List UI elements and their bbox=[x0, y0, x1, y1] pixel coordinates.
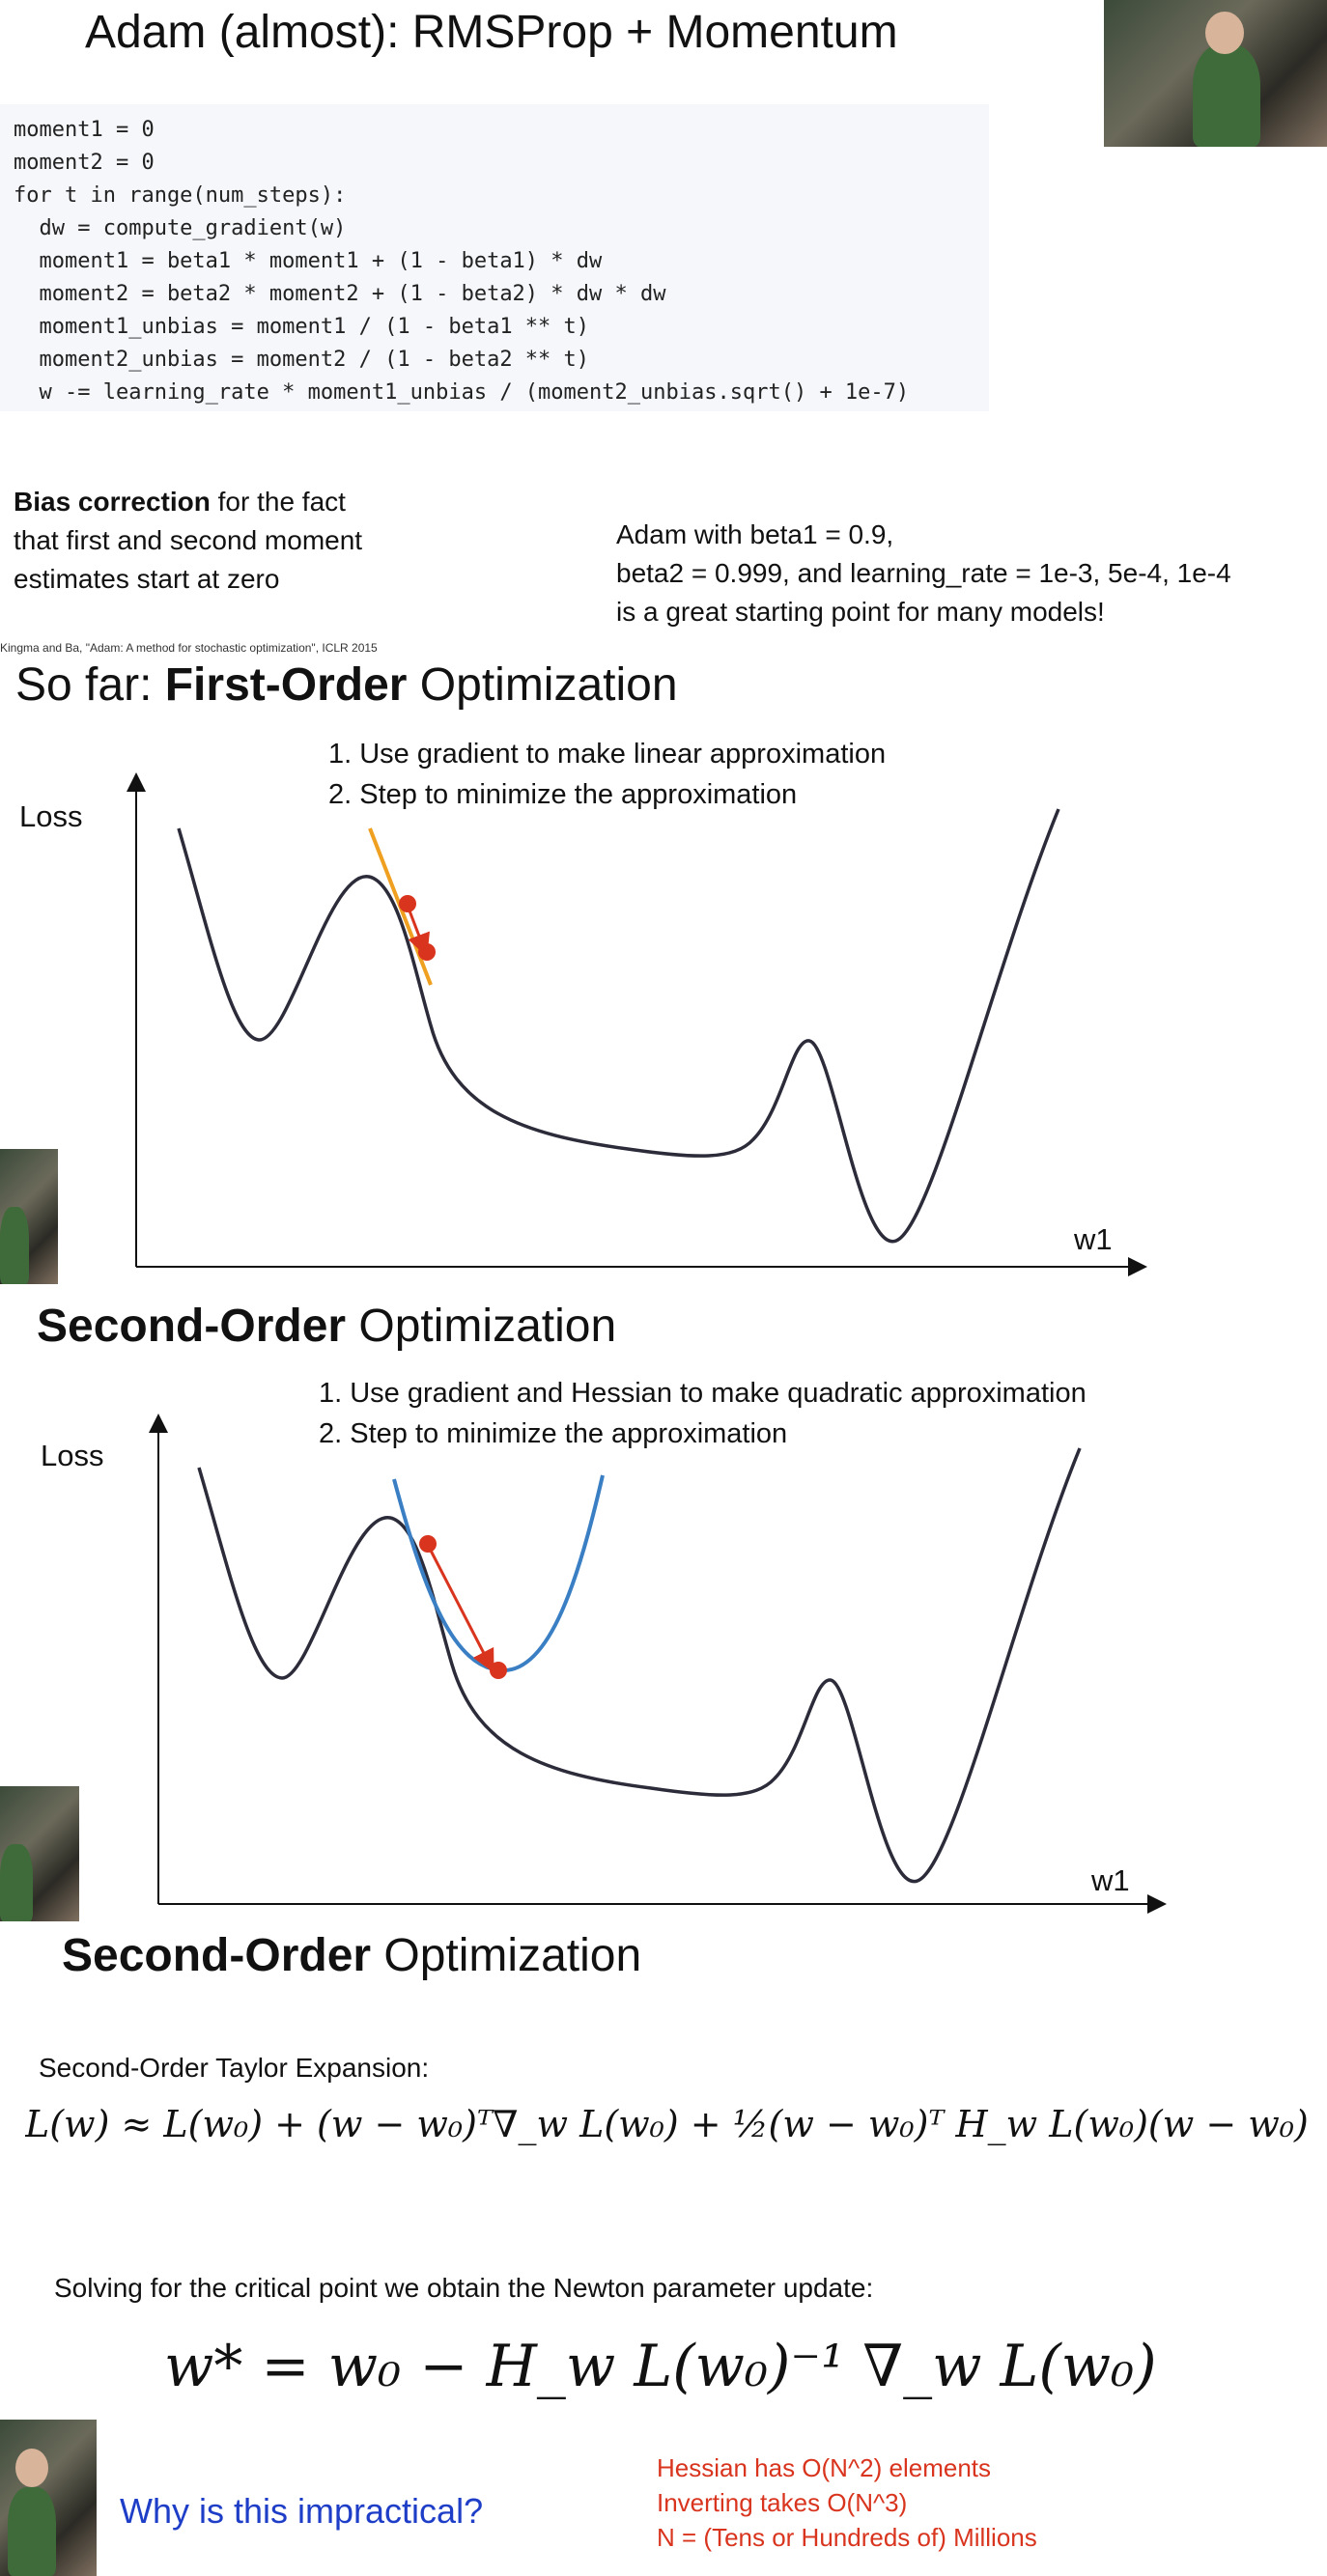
code-line: w -= learning_rate * moment1_unbias / (m… bbox=[14, 380, 910, 405]
speaker-head bbox=[1205, 12, 1244, 54]
code-line: for t in range(num_steps): bbox=[14, 183, 347, 208]
step-2: 2. Step to minimize the approximation bbox=[328, 779, 798, 810]
step-arrow bbox=[406, 905, 430, 958]
loss-curve-diagram bbox=[127, 772, 1147, 1276]
bias-correction-bold: Bias correction bbox=[14, 487, 211, 517]
code-line: moment2_unbias = moment2 / (1 - beta2 **… bbox=[14, 348, 590, 372]
x-axis-label: w1 bbox=[1074, 1222, 1113, 1256]
next-point bbox=[490, 1662, 507, 1679]
reason-1: Hessian has O(N^2) elements bbox=[657, 2453, 991, 2482]
slide-title: Adam (almost): RMSProp + Momentum bbox=[85, 7, 898, 58]
code-block: moment1 = 0 moment2 = 0 for t in range(num… bbox=[0, 104, 989, 411]
adam-line1: Adam with beta1 = 0.9, bbox=[616, 519, 894, 549]
speaker-body bbox=[8, 2487, 56, 2576]
speaker-video-thumbnail bbox=[0, 1149, 58, 1284]
taylor-formula: L(w) ≈ L(w₀) + (w − w₀)ᵀ∇_w L(w₀) + ½(w … bbox=[25, 2103, 1309, 2145]
code-line: moment2 = 0 bbox=[14, 151, 155, 175]
speaker-body bbox=[0, 1207, 29, 1284]
current-point bbox=[419, 1535, 437, 1553]
impractical-reasons: Hessian has O(N^2) elements Inverting ta… bbox=[657, 2450, 1037, 2555]
code-line: moment2 = beta2 * moment2 + (1 - beta2) … bbox=[14, 282, 666, 306]
next-point bbox=[418, 943, 436, 961]
newton-formula: w* = w₀ − H_w L(w₀)⁻¹ ∇_w L(w₀) bbox=[164, 2333, 1157, 2400]
bias-correction-line3: estimates start at zero bbox=[14, 564, 280, 594]
slide-title: So far: First-Order Optimization bbox=[15, 659, 678, 711]
code-line: dw = compute_gradient(w) bbox=[14, 216, 347, 240]
slide-second-order: Second-Order Optimization 1. Use gradien… bbox=[0, 1286, 1327, 1923]
step-1: 1. Use gradient and Hessian to make quad… bbox=[319, 1378, 1087, 1409]
speaker-video-thumbnail bbox=[1104, 0, 1327, 147]
loss-curve-diagram bbox=[149, 1414, 1167, 1914]
x-axis-label: w1 bbox=[1091, 1863, 1130, 1897]
bias-correction-note: Bias correction for the fact that first … bbox=[14, 483, 516, 599]
loss-curve bbox=[177, 808, 1060, 1244]
adam-recommendation: Adam with beta1 = 0.9, beta2 = 0.999, an… bbox=[616, 516, 1327, 631]
speaker-body bbox=[0, 1844, 33, 1921]
citation: Kingma and Ba, "Adam: A method for stoch… bbox=[0, 641, 378, 655]
y-axis-label: Loss bbox=[41, 1439, 104, 1472]
speaker-video-thumbnail bbox=[0, 2420, 97, 2576]
step-1: 1. Use gradient to make linear approxima… bbox=[328, 739, 887, 770]
loss-curve bbox=[197, 1447, 1082, 1883]
bias-correction-line2: that first and second moment bbox=[14, 525, 363, 555]
adam-line2: beta2 = 0.999, and learning_rate = 1e-3,… bbox=[616, 558, 1231, 588]
slide-newton: Second-Order Optimization Second-Order T… bbox=[0, 1923, 1327, 2576]
step-2: 2. Step to minimize the approximation bbox=[319, 1418, 788, 1449]
slide-title: Second-Order Optimization bbox=[37, 1301, 617, 1352]
step-list: 1. Use gradient to make linear approxima… bbox=[328, 734, 886, 815]
reason-2: Inverting takes O(N^3) bbox=[657, 2488, 908, 2517]
slide-title: Second-Order Optimization bbox=[62, 1930, 642, 1981]
y-axis-label: Loss bbox=[19, 799, 83, 833]
speaker-video-thumbnail bbox=[0, 1786, 79, 1921]
impractical-question: Why is this impractical? bbox=[120, 2491, 484, 2531]
speaker-body bbox=[1193, 44, 1260, 147]
code-line: moment1_unbias = moment1 / (1 - beta1 **… bbox=[14, 315, 590, 339]
code-line: moment1 = 0 bbox=[14, 118, 155, 142]
speaker-head bbox=[15, 2449, 48, 2487]
step-arrow bbox=[427, 1546, 494, 1673]
current-point bbox=[399, 895, 416, 912]
bias-correction-rest: for the fact bbox=[210, 487, 346, 517]
taylor-label: Second-Order Taylor Expansion: bbox=[39, 2053, 430, 2083]
code-line: moment1 = beta1 * moment1 + (1 - beta1) … bbox=[14, 249, 603, 273]
code-listing: moment1 = 0 moment2 = 0 for t in range(num… bbox=[14, 114, 909, 409]
slide-adam: Adam (almost): RMSProp + Momentum moment… bbox=[0, 0, 1327, 657]
step-list: 1. Use gradient and Hessian to make quad… bbox=[319, 1373, 1087, 1454]
newton-label: Solving for the critical point we obtain… bbox=[54, 2273, 874, 2303]
adam-line3: is a great starting point for many model… bbox=[616, 597, 1105, 627]
slide-first-order: So far: First-Order Optimization 1. Use … bbox=[0, 657, 1327, 1286]
reason-3: N = (Tens or Hundreds of) Millions bbox=[657, 2523, 1037, 2552]
